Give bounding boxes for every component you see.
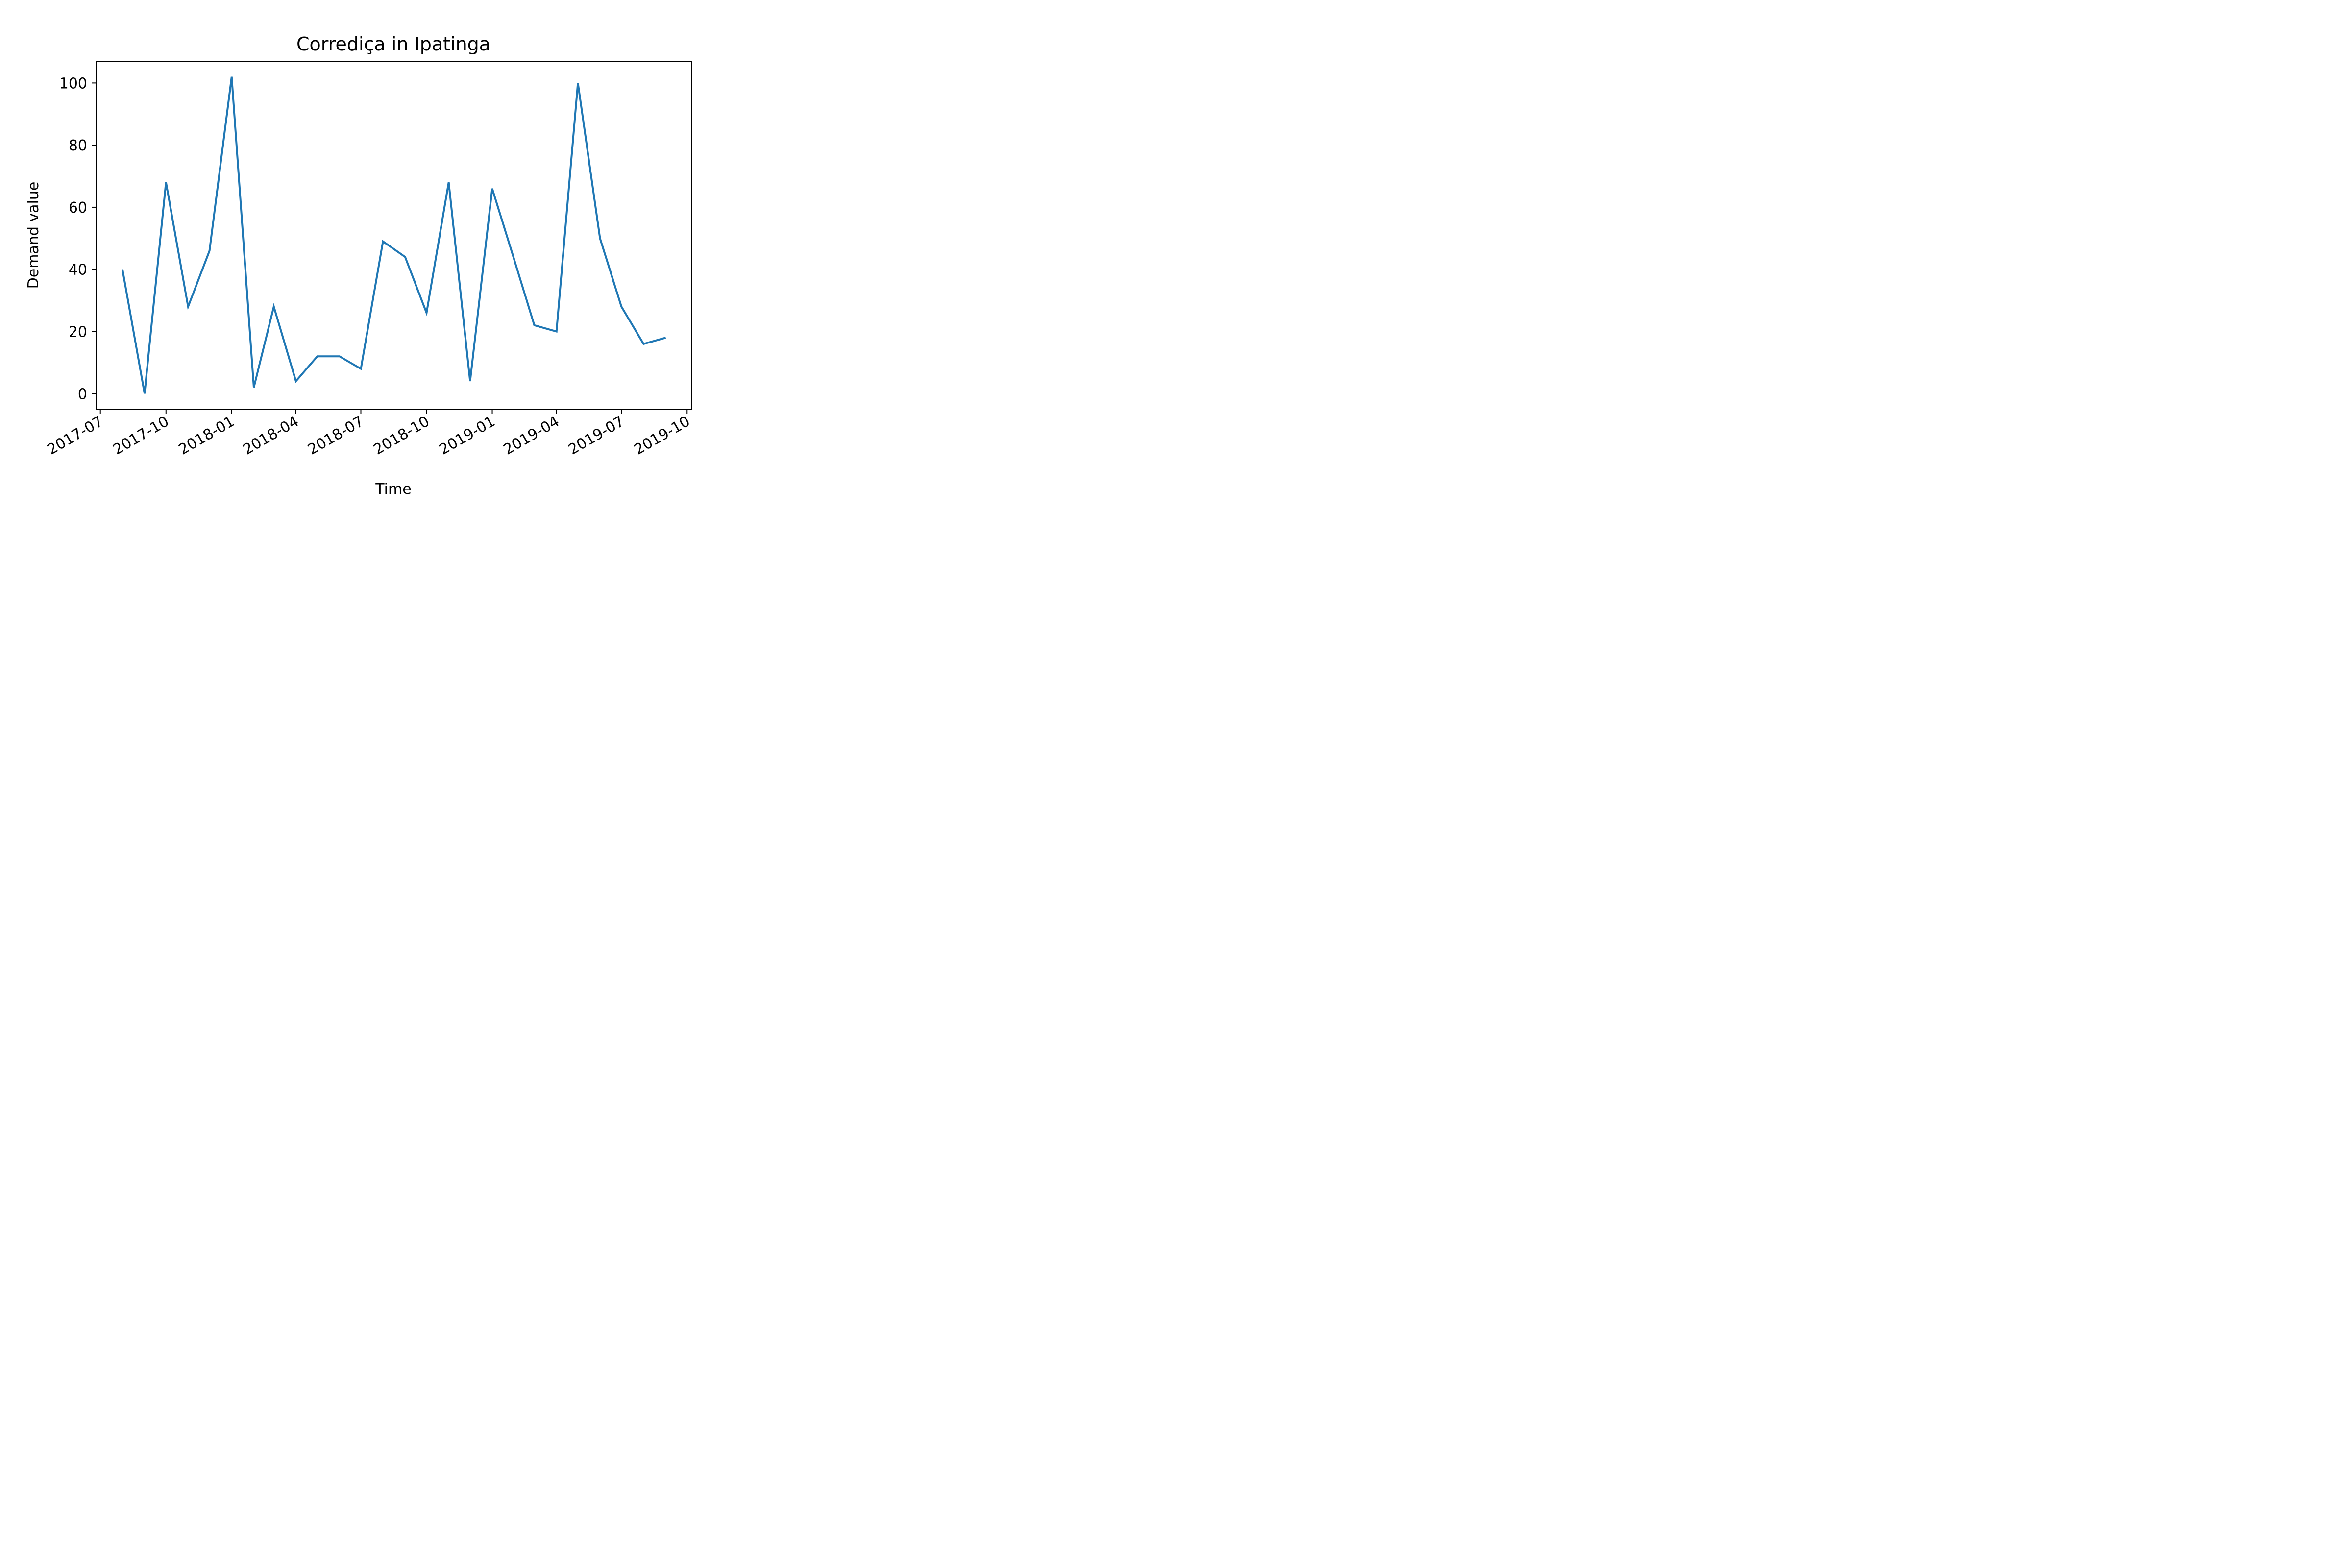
chart: Corrediça in Ipatinga 2017-07 2017-10 2018… — [0, 0, 758, 516]
plot-frame — [96, 61, 692, 410]
y-tick-label: 20 — [69, 324, 87, 341]
y-tick-label: 0 — [78, 386, 87, 403]
y-tick-label: 80 — [69, 137, 87, 154]
x-axis-label: Time — [375, 481, 411, 498]
chart-title: Corrediça in Ipatinga — [296, 33, 490, 55]
y-axis: 0 20 40 60 80 100 — [59, 75, 96, 403]
y-axis-label: Demand value — [25, 182, 42, 289]
line-chart: Corrediça in Ipatinga 2017-07 2017-10 2018… — [0, 0, 758, 516]
y-tick-label: 40 — [69, 262, 87, 279]
y-tick-label: 60 — [69, 199, 87, 217]
series-line-0 — [121, 76, 666, 394]
y-tick-label: 100 — [59, 75, 87, 92]
plot-area — [121, 76, 666, 394]
figure-background — [0, 0, 758, 516]
